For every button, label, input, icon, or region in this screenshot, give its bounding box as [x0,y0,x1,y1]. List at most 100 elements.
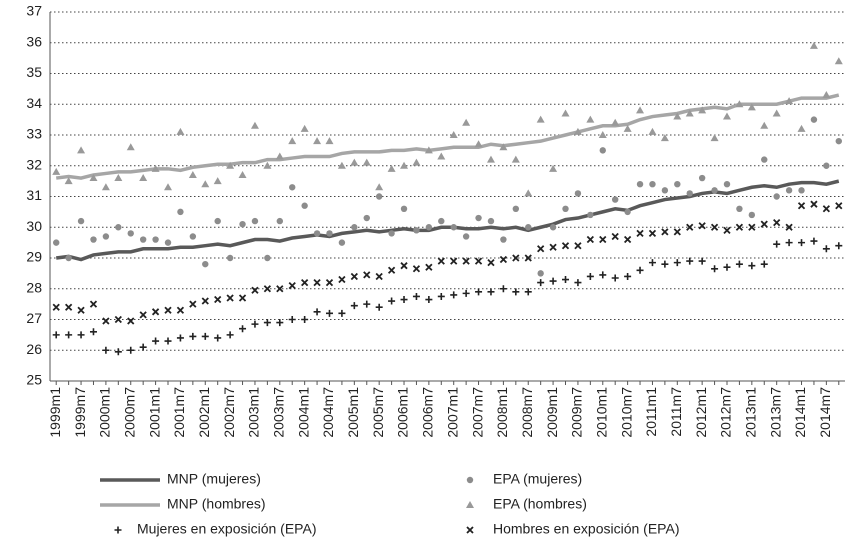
point [114,348,122,356]
legend-label: MNP (hombres) [167,496,266,512]
point [313,278,321,287]
legend-swatch [114,526,122,534]
point [325,137,334,145]
point [661,228,669,236]
point [748,223,756,231]
point [275,152,284,160]
point [660,134,669,142]
x-tick-label: 2003m1 [246,387,262,438]
point [437,257,445,265]
point [822,205,831,213]
point [810,200,818,208]
y-tick-label: 30 [26,218,42,234]
point [189,332,197,340]
legend-label: MNP (mujeres) [167,471,261,487]
point [250,121,259,129]
point [425,263,433,271]
point [549,164,558,172]
point [785,97,794,105]
point [499,285,507,293]
point [114,174,123,182]
point [201,297,209,305]
point [561,109,570,117]
point [425,224,433,231]
point [773,240,781,248]
x-tick-label: 2005m1 [345,387,361,438]
x-tick-label: 2010m7 [618,387,634,438]
point [711,265,719,273]
point [562,205,569,212]
point [375,193,383,200]
point [798,187,805,194]
point [611,232,619,241]
point [661,187,669,194]
point [164,306,172,314]
legend-swatch [466,501,474,508]
point [263,161,272,169]
y-tick-label: 32 [26,156,42,172]
point [326,230,333,237]
point [301,278,309,287]
point [288,282,296,290]
point [748,262,756,270]
y-tick-label: 37 [26,3,42,19]
point [437,152,446,160]
series-line [55,93,840,180]
point [214,295,222,304]
point [673,112,682,120]
x-tick-label: 2013m7 [767,387,783,438]
point [499,255,508,264]
point [276,285,284,293]
point [487,288,495,296]
point [226,294,234,302]
point [65,331,73,339]
x-tick-label: 2012m7 [718,387,734,438]
point [736,205,743,212]
point [735,100,744,108]
point [586,115,595,123]
point [52,167,61,175]
x-tick-label: 2002m1 [196,387,212,438]
point [350,302,358,310]
point [313,137,322,145]
point [661,260,669,268]
point [586,235,594,244]
point [611,118,620,126]
point [53,239,60,246]
point [723,263,731,271]
point [512,288,520,296]
point [77,306,85,314]
point [350,158,359,166]
point [226,254,234,262]
point [64,177,73,185]
point [537,279,545,287]
x-tick-label: 2001m7 [171,387,187,438]
point [549,243,557,251]
point [338,239,346,246]
point [649,181,656,188]
point [400,205,408,212]
point [52,331,60,339]
point [412,158,421,166]
point [450,257,458,265]
point [127,317,135,325]
point [400,296,408,304]
point [574,242,582,250]
point [599,147,606,154]
point [797,202,806,210]
point [710,134,719,142]
point [598,131,607,138]
point [213,177,222,185]
x-tick-label: 1999m1 [47,387,63,438]
point [611,274,619,282]
point [350,272,358,281]
point [338,275,346,284]
point [698,257,706,265]
point [413,227,420,234]
y-tick-label: 36 [26,33,42,49]
y-tick-label: 34 [26,95,42,111]
point [474,140,483,148]
x-tick-label: 2002m7 [221,387,237,438]
point [338,309,346,317]
point [636,106,645,114]
